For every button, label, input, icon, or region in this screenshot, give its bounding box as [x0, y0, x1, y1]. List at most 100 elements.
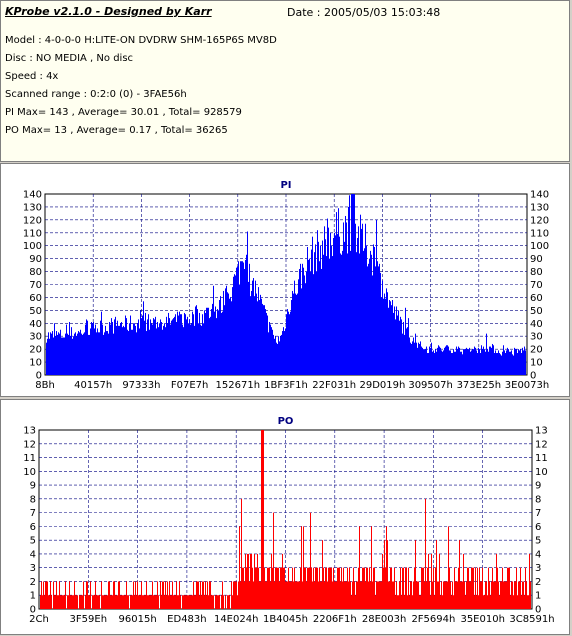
- data-bar: [210, 581, 211, 609]
- y-tick-label-left: 110: [23, 228, 42, 239]
- data-bar: [292, 290, 293, 375]
- data-bar: [92, 323, 93, 375]
- data-bar: [135, 325, 136, 375]
- data-bar: [460, 581, 461, 609]
- data-bar: [138, 595, 139, 609]
- x-tick-label: 14E024h: [214, 614, 258, 625]
- data-bar: [282, 553, 283, 609]
- data-bar: [400, 316, 401, 375]
- data-bar: [344, 581, 345, 609]
- data-bar: [448, 526, 449, 609]
- data-bar: [190, 324, 191, 375]
- data-bar: [499, 353, 500, 375]
- data-bar: [179, 581, 180, 609]
- data-bar: [368, 581, 369, 609]
- data-bar: [252, 280, 253, 375]
- data-bar: [505, 581, 506, 609]
- data-bar: [242, 261, 243, 375]
- data-bar: [403, 567, 404, 609]
- data-bar: [461, 581, 462, 609]
- x-tick-label: 40157h: [74, 380, 112, 391]
- data-bar: [255, 280, 256, 375]
- data-bar: [400, 567, 401, 609]
- data-bar: [397, 315, 398, 375]
- data-bar: [150, 595, 151, 609]
- data-bar: [241, 261, 242, 375]
- data-bar: [263, 305, 264, 375]
- data-bar: [214, 311, 215, 375]
- data-bar: [466, 347, 467, 375]
- data-bar: [104, 595, 105, 609]
- data-bar: [284, 567, 285, 609]
- data-bar: [507, 567, 508, 609]
- data-bar: [128, 595, 129, 609]
- data-bar: [416, 342, 417, 375]
- data-bar: [296, 581, 297, 609]
- data-bar: [433, 567, 434, 609]
- y-tick-label-right: 140: [530, 190, 549, 201]
- data-bar: [296, 294, 297, 375]
- data-bar: [303, 526, 304, 609]
- data-bar: [231, 301, 232, 375]
- y-tick-label-left: 140: [23, 190, 42, 201]
- data-bar: [89, 595, 90, 609]
- y-tick-label-right: 0: [535, 605, 541, 616]
- pi-summary-line: PI Max= 143 , Average= 30.01 , Total= 92…: [5, 107, 242, 118]
- data-bar: [185, 595, 186, 609]
- data-bar: [239, 526, 240, 609]
- pi-chart: PI 0 0 10 10 20 20 30 30 40 40 50 50 60 60 70 70 80 80 90 90…: [23, 180, 549, 391]
- y-tick-label-right: 90: [530, 254, 543, 265]
- data-bar: [336, 581, 337, 609]
- data-bar: [373, 244, 374, 375]
- data-bar: [502, 351, 503, 375]
- data-bar: [292, 567, 293, 609]
- data-bar: [267, 567, 268, 609]
- data-bar: [459, 347, 460, 375]
- data-bar: [311, 567, 312, 609]
- data-bar: [241, 498, 242, 609]
- data-bar: [200, 324, 201, 375]
- y-tick-label-right: 50: [530, 306, 543, 317]
- y-tick-label-left: 3: [30, 563, 36, 574]
- data-bar: [54, 595, 55, 609]
- data-bar: [261, 298, 262, 375]
- data-bar: [349, 195, 350, 375]
- data-bar: [334, 232, 335, 375]
- data-bar: [240, 581, 241, 609]
- data-bar: [309, 567, 310, 609]
- data-bar: [335, 581, 336, 609]
- data-bar: [475, 347, 476, 375]
- data-bar: [385, 567, 386, 609]
- data-bar: [70, 595, 71, 609]
- y-tick-label-left: 6: [30, 522, 36, 533]
- data-bar: [101, 311, 102, 375]
- data-bar: [97, 595, 98, 609]
- data-bar: [439, 346, 440, 375]
- data-bar: [370, 250, 371, 375]
- data-bar: [366, 567, 367, 609]
- data-bar: [135, 581, 136, 609]
- data-bar: [295, 581, 296, 609]
- data-bar: [322, 540, 323, 609]
- data-bar: [97, 328, 98, 375]
- data-bar: [353, 567, 354, 609]
- data-bar: [445, 346, 446, 375]
- data-bar: [41, 581, 42, 609]
- data-bar: [424, 581, 425, 609]
- data-bar: [108, 581, 109, 609]
- data-bar: [165, 327, 166, 375]
- data-bar: [383, 567, 384, 609]
- data-bar: [63, 337, 64, 375]
- data-bar: [261, 430, 262, 609]
- data-bar: [440, 595, 441, 609]
- data-bar: [215, 306, 216, 375]
- data-bar: [132, 329, 133, 375]
- data-bar: [426, 581, 427, 609]
- data-bar: [168, 595, 169, 609]
- data-bar: [183, 595, 184, 609]
- data-bar: [372, 581, 373, 609]
- data-bar: [138, 319, 139, 375]
- data-bar: [49, 595, 50, 609]
- data-bar: [202, 581, 203, 609]
- data-bar: [412, 595, 413, 609]
